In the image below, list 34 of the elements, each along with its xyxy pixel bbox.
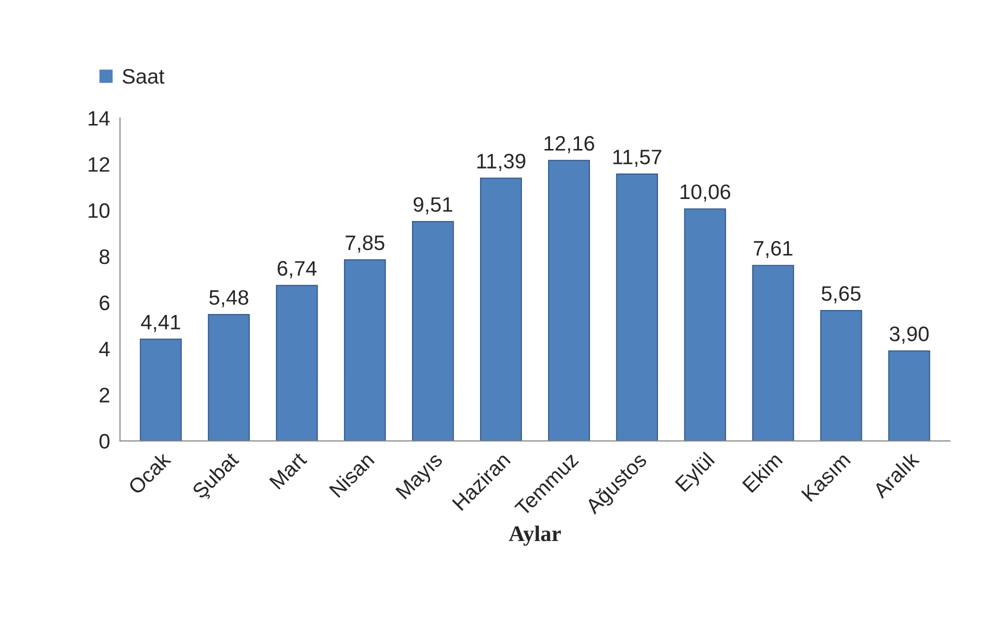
- bar: [548, 160, 590, 441]
- bar: [344, 259, 386, 441]
- y-tick-label: 0: [100, 434, 110, 449]
- data-label: 7,85: [346, 235, 384, 253]
- bar: [480, 178, 522, 441]
- y-tick-label: 2: [100, 388, 110, 402]
- legend-label: Saat: [122, 68, 164, 84]
- y-tick-label: 8: [100, 249, 110, 264]
- data-label: 4,41: [141, 314, 180, 332]
- data-label: 6,74: [278, 261, 317, 278]
- data-label: 10,06: [680, 184, 730, 202]
- y-tick-label: 14: [88, 111, 110, 126]
- data-label: 3,90: [890, 326, 929, 344]
- bar: [208, 314, 250, 441]
- y-tick-label: 6: [100, 296, 110, 310]
- y-tick-label: 4: [99, 342, 110, 356]
- data-label: 9,51: [414, 197, 452, 214]
- bar: [412, 221, 454, 441]
- bar: [616, 173, 658, 441]
- data-label: 7,61: [754, 240, 792, 258]
- data-label: 11,57: [613, 150, 662, 167]
- data-label: 5,65: [822, 286, 861, 304]
- y-tick-label: 12: [88, 157, 110, 172]
- bar: [752, 264, 794, 441]
- data-label: 12,16: [544, 136, 594, 154]
- bar: [684, 208, 726, 441]
- bar: [820, 310, 862, 441]
- data-label: 11,39: [477, 154, 526, 171]
- bar: [276, 284, 318, 441]
- data-label: 5,48: [209, 290, 248, 308]
- y-tick-label: 10: [88, 203, 110, 218]
- bar: [888, 350, 930, 441]
- bar: [140, 338, 182, 441]
- x-axis-title: Aylar: [508, 526, 561, 546]
